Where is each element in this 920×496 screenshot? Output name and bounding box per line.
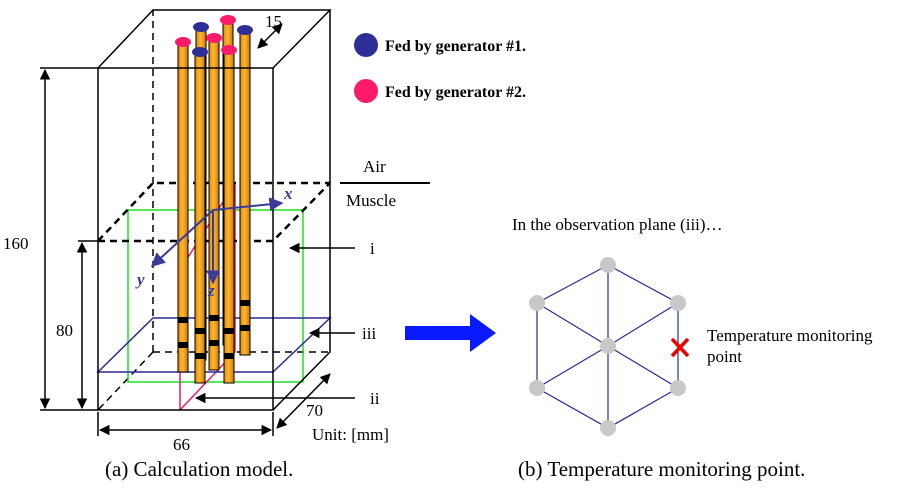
caption: (a) Calculation model. xyxy=(105,457,293,481)
electrode-tip xyxy=(193,22,209,32)
plane-label: iii xyxy=(362,324,376,343)
electrode-tip xyxy=(221,45,237,55)
node xyxy=(600,338,616,354)
dim-label: 15 xyxy=(265,12,282,31)
layer-label: Air xyxy=(363,157,386,176)
dim-label: 66 xyxy=(173,435,190,454)
dim-label: 160 xyxy=(3,234,29,253)
node xyxy=(600,257,616,273)
spoke xyxy=(608,303,678,346)
electrode-tip xyxy=(175,37,191,47)
node xyxy=(670,380,686,396)
electrode-tip xyxy=(206,33,222,43)
spoke xyxy=(537,346,608,388)
band xyxy=(178,317,188,323)
node xyxy=(600,420,616,436)
electrode-tip xyxy=(192,47,208,57)
panel-heading: In the observation plane (iii)… xyxy=(512,215,723,234)
legend-label: Fed by generator #2. xyxy=(385,84,526,101)
axis-label: y xyxy=(135,270,145,289)
monitoring-point xyxy=(672,339,688,356)
model-shape xyxy=(175,15,253,383)
band xyxy=(195,353,205,359)
legend-dot-1 xyxy=(354,33,378,57)
axis-label: x xyxy=(283,184,293,203)
dim-label: 70 xyxy=(306,401,323,420)
figure: Fed by generator #1. Fed by generator #2… xyxy=(0,0,920,496)
arrow xyxy=(405,314,496,352)
electrode-tip xyxy=(237,25,253,35)
legend-label: Fed by generator #1. xyxy=(385,38,526,55)
plane-label: i xyxy=(370,239,375,258)
band xyxy=(209,340,219,346)
dim-label: 80 xyxy=(56,321,73,340)
band xyxy=(240,300,250,306)
node xyxy=(529,295,545,311)
node xyxy=(670,295,686,311)
band xyxy=(224,353,234,359)
band xyxy=(224,328,234,334)
spoke xyxy=(537,303,608,346)
band xyxy=(209,315,219,321)
axis-label: z xyxy=(207,281,215,300)
unit-label: Unit: [mm] xyxy=(312,425,389,444)
point-label: Temperature monitoring xyxy=(707,326,873,345)
hexagon xyxy=(529,257,686,436)
plane-label: ii xyxy=(370,389,380,408)
caption: (b) Temperature monitoring point. xyxy=(518,457,805,481)
node xyxy=(529,380,545,396)
spoke xyxy=(608,346,678,388)
electrode xyxy=(240,30,250,355)
model-shape xyxy=(40,68,273,436)
layer-label: Muscle xyxy=(346,191,396,210)
band xyxy=(178,342,188,348)
electrode-tip xyxy=(220,15,236,25)
band xyxy=(195,328,205,334)
point-label: point xyxy=(707,347,742,366)
model xyxy=(40,10,430,436)
legend-dot-2 xyxy=(354,79,378,103)
band xyxy=(240,325,250,331)
